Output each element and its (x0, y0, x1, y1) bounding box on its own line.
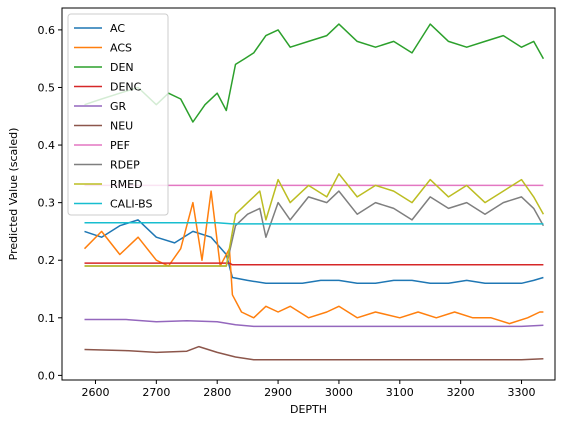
legend-label: ACS (110, 42, 132, 55)
y-tick-label: 0.5 (38, 81, 56, 94)
x-axis-title: DEPTH (290, 403, 327, 416)
series-line-rmed (84, 173, 545, 267)
y-tick-label: 0.2 (38, 254, 56, 267)
legend-label: NEU (110, 120, 133, 133)
y-tick-label: 0.4 (38, 139, 56, 152)
legend-label: GR (110, 100, 127, 113)
series-line-gr (84, 318, 544, 328)
x-tick-label: 3300 (508, 386, 536, 399)
legend-label: AC (110, 22, 125, 35)
x-tick-label: 2700 (142, 386, 170, 399)
y-tick-label: 0.0 (38, 369, 56, 382)
y-tick-label: 0.1 (38, 312, 56, 325)
x-tick-label: 2900 (264, 386, 292, 399)
y-tick-label: 0.6 (38, 24, 56, 37)
series-line-neu (84, 345, 544, 361)
legend-label: RDEP (110, 159, 140, 172)
legend-label: PEF (110, 139, 130, 152)
y-axis: 0.0 0.1 0.2 0.3 0.4 0.5 0.6 (38, 24, 62, 382)
series-line-ac (84, 219, 544, 285)
x-tick-label: 2600 (81, 386, 109, 399)
series-line-acs (83, 190, 544, 325)
x-tick-label: 3100 (386, 386, 414, 399)
series-layer (83, 23, 545, 361)
legend-label: CALI-BS (110, 198, 153, 211)
legend-label: DENC (110, 81, 142, 94)
series-line-cali-bs (84, 222, 544, 225)
legend-label: DEN (110, 61, 134, 74)
series-line-den (84, 23, 545, 123)
legend-label: RMED (110, 178, 143, 191)
x-tick-label: 3000 (325, 386, 353, 399)
series-line-denc (84, 262, 544, 266)
plot-frame (61, 7, 556, 381)
x-axis: 2600 2700 2800 2900 3000 3100 3200 3300 (81, 380, 536, 399)
y-axis-title: Predicted Value (scaled) (7, 128, 20, 261)
legend: AC ACS DEN DENC GR NEU PEF RDEP RMED CALI-BS (67, 13, 169, 216)
x-tick-label: 2800 (203, 386, 231, 399)
x-tick-label: 3200 (447, 386, 475, 399)
y-tick-label: 0.3 (38, 197, 56, 210)
